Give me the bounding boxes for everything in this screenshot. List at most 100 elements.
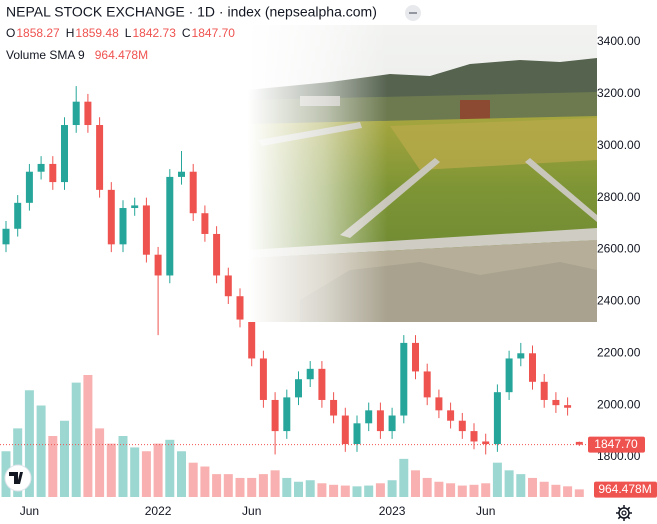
volume-bar bbox=[411, 470, 420, 497]
candle-body bbox=[201, 213, 209, 234]
volume-bar bbox=[317, 483, 327, 497]
candle-body bbox=[236, 296, 244, 320]
candle-body bbox=[423, 371, 431, 398]
candle-body bbox=[224, 275, 232, 297]
candle-body bbox=[49, 163, 57, 183]
last-price-label: 1847.70 bbox=[594, 437, 638, 451]
y-tick-label: 2600.00 bbox=[597, 242, 641, 256]
volume-bar bbox=[282, 477, 292, 497]
candle-body bbox=[37, 163, 45, 172]
volume-bar bbox=[563, 486, 573, 497]
ohlc-key: O bbox=[6, 26, 15, 40]
candle-body bbox=[72, 101, 80, 126]
volume-bar bbox=[446, 483, 456, 497]
candle-body bbox=[388, 415, 396, 432]
volume-bar bbox=[95, 428, 105, 497]
candle-body bbox=[564, 405, 572, 408]
volume-bar bbox=[118, 436, 128, 497]
volume-bar bbox=[399, 458, 409, 497]
candle-body bbox=[505, 358, 513, 393]
candle-body bbox=[353, 423, 361, 445]
volume-layer bbox=[1, 375, 584, 497]
ohlc-value: 1858.27 bbox=[16, 26, 60, 40]
ohlc-key: H bbox=[66, 26, 75, 40]
candle-body bbox=[330, 399, 338, 416]
volume-bar bbox=[24, 390, 34, 497]
y-tick-label: 2200.00 bbox=[597, 345, 641, 359]
volume-label: Volume SMA 9 bbox=[6, 48, 85, 62]
volume-bar bbox=[305, 480, 315, 497]
volume-sma-tag bbox=[594, 481, 657, 498]
volume-sma-tag-label: 964.478M bbox=[598, 482, 651, 496]
candle-body bbox=[482, 441, 490, 445]
volume-bar bbox=[247, 477, 257, 497]
volume-bar bbox=[551, 484, 561, 497]
candle-body bbox=[189, 171, 197, 214]
candle-body bbox=[283, 397, 291, 432]
volume-bar bbox=[294, 481, 303, 497]
volume-bar bbox=[60, 420, 69, 497]
volume-bar bbox=[71, 382, 81, 497]
tradingview-logo[interactable] bbox=[4, 464, 32, 492]
candle-body bbox=[376, 410, 384, 432]
candle-body bbox=[131, 205, 139, 209]
candle-body bbox=[529, 353, 536, 382]
candle-body bbox=[318, 368, 326, 400]
candle-body bbox=[306, 368, 314, 380]
volume-bar bbox=[270, 470, 280, 497]
volume-bar bbox=[130, 447, 140, 497]
candle-body bbox=[365, 410, 373, 424]
x-tick-label: 2023 bbox=[379, 504, 406, 518]
volume-bar bbox=[481, 483, 491, 497]
volume-bar bbox=[177, 451, 186, 497]
candle-body bbox=[295, 379, 302, 398]
volume-bar bbox=[329, 484, 339, 497]
volume-bar bbox=[352, 486, 362, 497]
candle-body bbox=[96, 125, 104, 190]
candle-body bbox=[458, 420, 466, 432]
volume-bar bbox=[165, 439, 175, 497]
volume-bar bbox=[200, 466, 210, 497]
candle-body bbox=[178, 171, 185, 177]
volume-bar bbox=[364, 485, 374, 497]
volume-bar bbox=[574, 489, 584, 497]
volume-bar bbox=[340, 485, 350, 497]
volume-bar bbox=[434, 481, 444, 497]
ohlc-value: 1859.48 bbox=[75, 26, 119, 40]
x-tick-label: Jun bbox=[242, 504, 261, 518]
volume-bar bbox=[375, 483, 385, 497]
volume-bar bbox=[492, 462, 502, 497]
candle-body bbox=[142, 205, 150, 255]
y-tick-label: 3000.00 bbox=[597, 138, 641, 152]
volume-bar bbox=[48, 436, 58, 497]
chart-title: NEPAL STOCK EXCHANGE · 1D · index (nepse… bbox=[6, 4, 377, 20]
x-tick-label: Jun bbox=[476, 504, 495, 518]
volume-bar bbox=[504, 470, 514, 497]
candle-body bbox=[517, 353, 525, 359]
candle-body bbox=[552, 399, 560, 406]
candle-layer bbox=[2, 86, 583, 455]
ohlc-key: L bbox=[125, 26, 132, 40]
last-price-tag bbox=[588, 436, 645, 453]
candle-body bbox=[166, 176, 174, 276]
candle-body bbox=[119, 208, 127, 245]
volume-bar bbox=[223, 474, 233, 497]
candle-body bbox=[540, 381, 548, 400]
candle-body bbox=[271, 399, 279, 432]
candle-body bbox=[2, 228, 10, 245]
volume-bar bbox=[258, 474, 268, 497]
y-tick-label: 2000.00 bbox=[597, 397, 641, 411]
volume-bar bbox=[516, 474, 526, 497]
candle-body bbox=[447, 410, 455, 421]
volume-bar bbox=[106, 443, 116, 497]
y-tick-label: 3400.00 bbox=[597, 34, 641, 48]
candle-body bbox=[341, 415, 349, 445]
volume-bar bbox=[13, 428, 23, 497]
candle-body bbox=[61, 125, 68, 183]
volume-bar bbox=[469, 484, 479, 497]
ohlc-key: C bbox=[182, 26, 191, 40]
settings-icon[interactable] bbox=[616, 505, 632, 521]
volume-bar bbox=[141, 451, 151, 497]
candle-body bbox=[14, 202, 22, 229]
